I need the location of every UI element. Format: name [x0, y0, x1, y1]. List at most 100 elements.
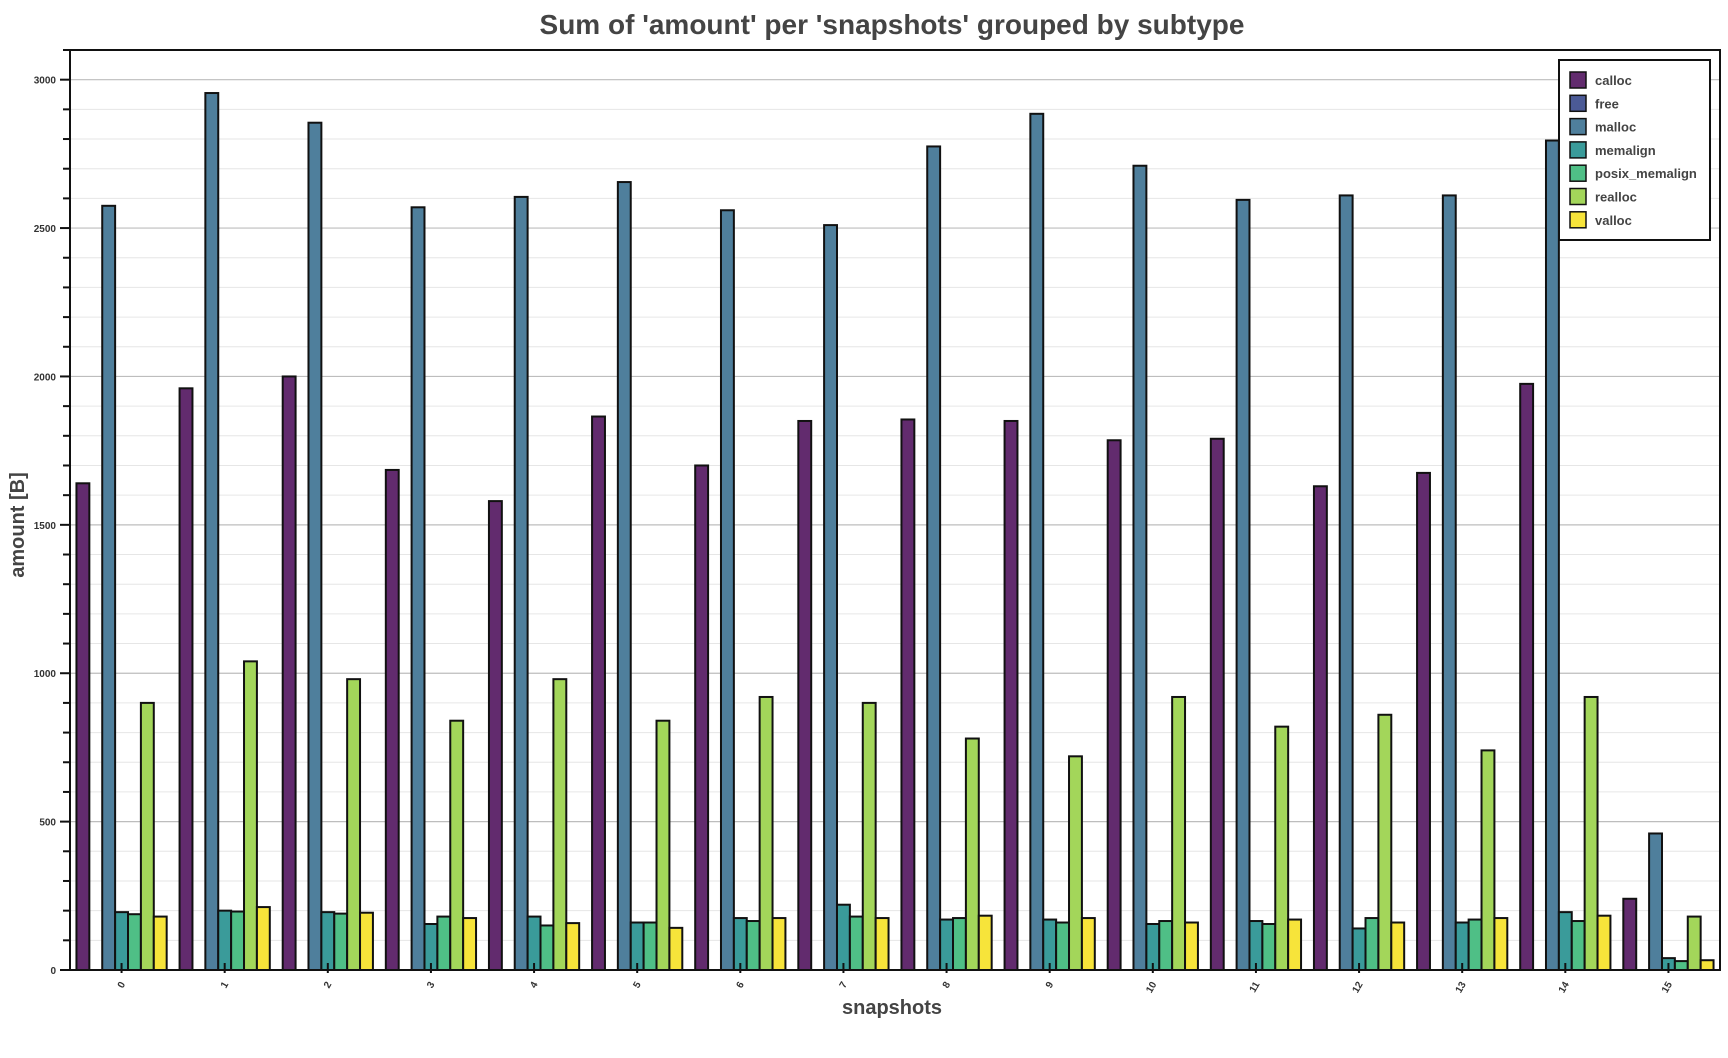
bar-malloc-13 — [1441, 194, 1457, 972]
y-tick-label: 0 — [50, 966, 56, 977]
legend-label-malloc: malloc — [1595, 120, 1636, 135]
bar-posix_memalign-6 — [745, 920, 761, 972]
bar-memalign-7 — [835, 903, 851, 972]
x-axis-label: snapshots — [842, 997, 942, 1019]
bar-realloc-12 — [1377, 713, 1393, 972]
bar-memalign-8 — [939, 918, 955, 971]
bar-realloc-2 — [346, 678, 362, 971]
legend-swatch-posix_memalign — [1569, 164, 1587, 182]
y-tick-label: 1500 — [34, 521, 57, 532]
bar-posix_memalign-5 — [642, 921, 658, 972]
x-tick-label: 3 — [425, 980, 438, 991]
legend-swatch-memalign — [1569, 141, 1587, 159]
bar-valloc-3 — [462, 917, 478, 971]
series-calloc — [75, 375, 1638, 972]
x-tick-label: 13 — [1454, 980, 1469, 996]
series-memalign — [114, 903, 1676, 972]
x-tick-labels: 0 1 2 3 4 5 6 7 8 9 10 11 12 13 14 15 — [116, 980, 1675, 996]
bar-malloc-3 — [410, 206, 426, 972]
bar-posix_memalign-11 — [1261, 923, 1277, 971]
bar-calloc-5 — [591, 415, 606, 971]
bar-valloc-14 — [1596, 914, 1612, 972]
x-tick-label: 6 — [735, 980, 748, 991]
bar-malloc-15 — [1648, 832, 1663, 971]
bar-malloc-14 — [1544, 139, 1560, 971]
bar-calloc-7 — [797, 419, 813, 972]
bar-memalign-6 — [732, 917, 748, 971]
bar-valloc-7 — [874, 917, 890, 971]
bars — [75, 92, 1715, 972]
y-tick-label: 1000 — [34, 669, 57, 680]
bar-calloc-1 — [178, 387, 194, 971]
bar-posix_memalign-3 — [436, 915, 452, 972]
bar-calloc-8 — [900, 418, 916, 972]
bar-realloc-9 — [1068, 755, 1083, 971]
bar-posix_memalign-15 — [1673, 960, 1689, 971]
legend-label-free: free — [1595, 96, 1619, 111]
axes — [60, 49, 1721, 973]
bar-calloc-9 — [1003, 419, 1019, 972]
x-tick-label: 14 — [1557, 980, 1572, 996]
bar-posix_memalign-7 — [848, 915, 864, 972]
bar-posix_memalign-1 — [230, 910, 246, 971]
bar-valloc-11 — [1287, 918, 1303, 971]
bar-posix_memalign-0 — [127, 913, 142, 972]
bar-realloc-0 — [139, 701, 155, 972]
bar-posix_memalign-13 — [1467, 918, 1483, 971]
x-tick-label: 7 — [838, 980, 851, 991]
bar-calloc-4 — [487, 500, 503, 971]
bar-calloc-12 — [1312, 485, 1328, 971]
x-tick-label: 11 — [1248, 980, 1263, 995]
bar-malloc-4 — [513, 195, 529, 971]
bar-memalign-9 — [1042, 918, 1058, 971]
bar-malloc-7 — [823, 224, 838, 972]
x-tick-label: 5 — [631, 980, 644, 991]
bar-memalign-0 — [114, 911, 130, 972]
bar-posix_memalign-4 — [539, 924, 555, 971]
bar-posix_memalign-8 — [952, 917, 967, 971]
bar-realloc-3 — [449, 719, 465, 972]
legend-label-realloc: realloc — [1595, 190, 1637, 205]
bar-valloc-1 — [255, 906, 271, 972]
x-tick-label: 8 — [941, 980, 954, 991]
x-tick-label: 12 — [1351, 980, 1366, 996]
legend-label-valloc: valloc — [1595, 213, 1632, 228]
legend-swatch-free — [1569, 94, 1587, 113]
bar-memalign-1 — [217, 909, 233, 972]
bar-realloc-1 — [243, 660, 258, 971]
x-tick-label: 9 — [1044, 980, 1057, 991]
bar-valloc-13 — [1493, 917, 1509, 971]
bar-calloc-2 — [281, 375, 297, 971]
legend-swatch-realloc — [1569, 187, 1587, 206]
bar-realloc-14 — [1583, 695, 1599, 971]
x-tick-label: 10 — [1144, 980, 1159, 996]
bar-posix_memalign-2 — [333, 912, 349, 971]
bar-malloc-6 — [719, 209, 735, 971]
bar-realloc-4 — [552, 678, 568, 971]
bar-realloc-6 — [758, 695, 774, 971]
bar-valloc-6 — [771, 917, 787, 971]
bar-valloc-15 — [1699, 959, 1715, 972]
bar-malloc-2 — [307, 121, 323, 971]
bar-calloc-6 — [694, 464, 710, 971]
y-tick-labels: 0 500 1000 1500 2000 2500 3000 — [34, 76, 57, 977]
bar-calloc-11 — [1209, 437, 1225, 971]
bar-memalign-13 — [1454, 921, 1470, 972]
x-tick-label: 0 — [116, 980, 129, 991]
series-valloc — [152, 906, 1715, 972]
y-axis-label: amount [B] — [7, 472, 29, 578]
bar-malloc-12 — [1338, 194, 1354, 972]
bar-valloc-8 — [977, 914, 993, 972]
x-tick-label: 1 — [219, 980, 232, 991]
plot-frame — [69, 49, 1721, 971]
bar-posix_memalign-10 — [1158, 920, 1174, 972]
bar-realloc-13 — [1480, 749, 1496, 972]
x-tick-label: 4 — [528, 980, 541, 991]
bar-malloc-1 — [204, 92, 220, 971]
x-tick-label: 2 — [322, 980, 335, 991]
y-tick-label: 3000 — [34, 76, 57, 87]
y-tick-label: 2500 — [34, 224, 57, 235]
legend-label-memalign: memalign — [1595, 143, 1656, 158]
x-tick-label: 15 — [1660, 980, 1675, 996]
